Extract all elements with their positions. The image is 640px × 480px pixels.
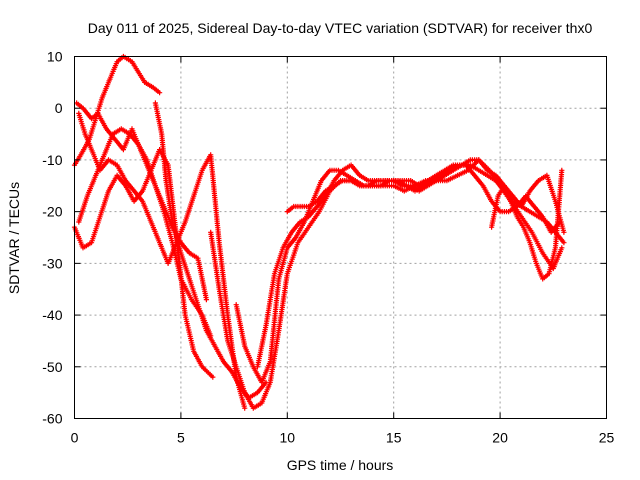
y-tick-label-4: -20	[42, 204, 62, 220]
plot-frame	[74, 56, 607, 419]
x-tick-label-2: 10	[280, 430, 296, 446]
series-track-5	[76, 110, 248, 411]
y-tick-label-3: -30	[42, 255, 62, 271]
x-tick-label-5: 25	[599, 430, 615, 446]
y-tick-label-0: -60	[42, 411, 62, 427]
x-tick-label-0: 0	[71, 430, 79, 446]
point-track-2-142	[203, 297, 209, 303]
series-track-10	[284, 162, 567, 246]
x-tick-label-1: 5	[177, 430, 185, 446]
point-track-11-122	[559, 167, 565, 173]
y-axis-label: SDTVAR / TECUs	[6, 182, 22, 294]
point-track-7-351	[559, 245, 565, 251]
y-tick-label-6: 0	[55, 100, 63, 116]
y-tick-label-2: -40	[42, 307, 62, 323]
x-axis-label: GPS time / hours	[287, 457, 394, 473]
point-track-10-165	[561, 240, 567, 246]
point-track-9-265	[561, 229, 567, 235]
x-tick-label-4: 20	[492, 430, 508, 446]
axis-ticks: 0 5 10 15 20 25 -60 -50 -40 -30 -20 -10 0 10	[42, 49, 614, 446]
point-track-5-273	[242, 405, 248, 411]
chart-title: Day 011 of 2025, Sidereal Day-to-day VTE…	[88, 20, 593, 36]
y-tick-label-7: 10	[47, 49, 63, 65]
y-tick-label-1: -50	[42, 359, 62, 375]
series-track-11	[489, 167, 565, 282]
point-track-4-208	[210, 374, 216, 380]
series-track-6	[152, 100, 269, 401]
point-track-1-84	[157, 90, 163, 96]
series-layer	[71, 53, 567, 411]
x-tick-label-3: 15	[386, 430, 402, 446]
y-tick-label-5: -10	[42, 152, 62, 168]
grid	[74, 56, 607, 419]
